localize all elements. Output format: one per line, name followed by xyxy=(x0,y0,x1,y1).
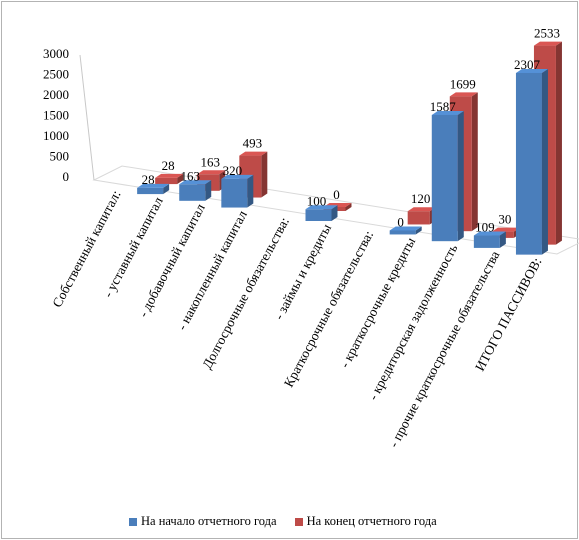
data-label-end: 120 xyxy=(411,191,431,206)
data-label-start: 109 xyxy=(475,220,495,235)
bar-end-1 xyxy=(155,173,184,185)
x-tick-label: Долгосрочные обязательства: xyxy=(199,215,292,372)
y-axis: 0 500 1000 1500 2000 2500 3000 xyxy=(43,46,69,184)
data-label-end: 30 xyxy=(498,212,511,227)
legend-swatch-start xyxy=(129,517,137,526)
data-label-end: 0 xyxy=(333,187,340,202)
legend-label-start: На начало отчетного года xyxy=(141,514,277,528)
y-tick-label: 2000 xyxy=(43,87,69,102)
bar-end-7 xyxy=(407,207,436,225)
data-label-end: 1699 xyxy=(450,76,476,91)
legend: На начало отчетного года На конец отчетн… xyxy=(129,514,455,529)
legend-item-end: На конец отчетного года xyxy=(294,514,437,529)
legend-item-start: На начало отчетного года xyxy=(129,514,277,529)
x-tick-label: Краткосрочные обязательства: xyxy=(281,228,376,390)
data-label-end: 493 xyxy=(243,136,263,151)
data-label-end: 163 xyxy=(200,154,220,169)
bar-start-1 xyxy=(137,183,170,195)
data-label-start: 320 xyxy=(223,163,243,178)
y-tick-label: 1500 xyxy=(43,108,69,123)
x-tick-label: - кредиторская задолженность xyxy=(365,242,460,403)
y-tick-label: 0 xyxy=(63,169,70,184)
bar-start-7 xyxy=(389,226,422,235)
data-label-start: 100 xyxy=(307,193,327,208)
y-tick-label: 3000 xyxy=(43,46,69,61)
bar-start-10 xyxy=(515,68,548,255)
bar-start-3 xyxy=(221,174,254,208)
bars xyxy=(137,41,562,255)
bar-start-8 xyxy=(431,110,464,242)
data-label-end: 28 xyxy=(162,158,175,173)
bar-start-9 xyxy=(473,231,506,248)
bar-start-2 xyxy=(179,180,212,201)
y-axis-line xyxy=(79,54,95,181)
data-label-start: 0 xyxy=(397,214,404,229)
legend-label-end: На конец отчетного года xyxy=(306,514,437,528)
data-label-start: 163 xyxy=(180,168,200,183)
legend-swatch-end xyxy=(294,517,303,526)
y-tick-label: 2500 xyxy=(43,67,69,82)
bar-start-5 xyxy=(305,205,338,221)
y-tick-label: 500 xyxy=(50,149,70,164)
data-label-start: 1587 xyxy=(430,99,457,114)
y-tick-label: 1000 xyxy=(43,128,69,143)
data-label-end: 2533 xyxy=(534,26,560,41)
data-label-start: 28 xyxy=(142,172,155,187)
data-label-start: 2307 xyxy=(514,57,541,72)
